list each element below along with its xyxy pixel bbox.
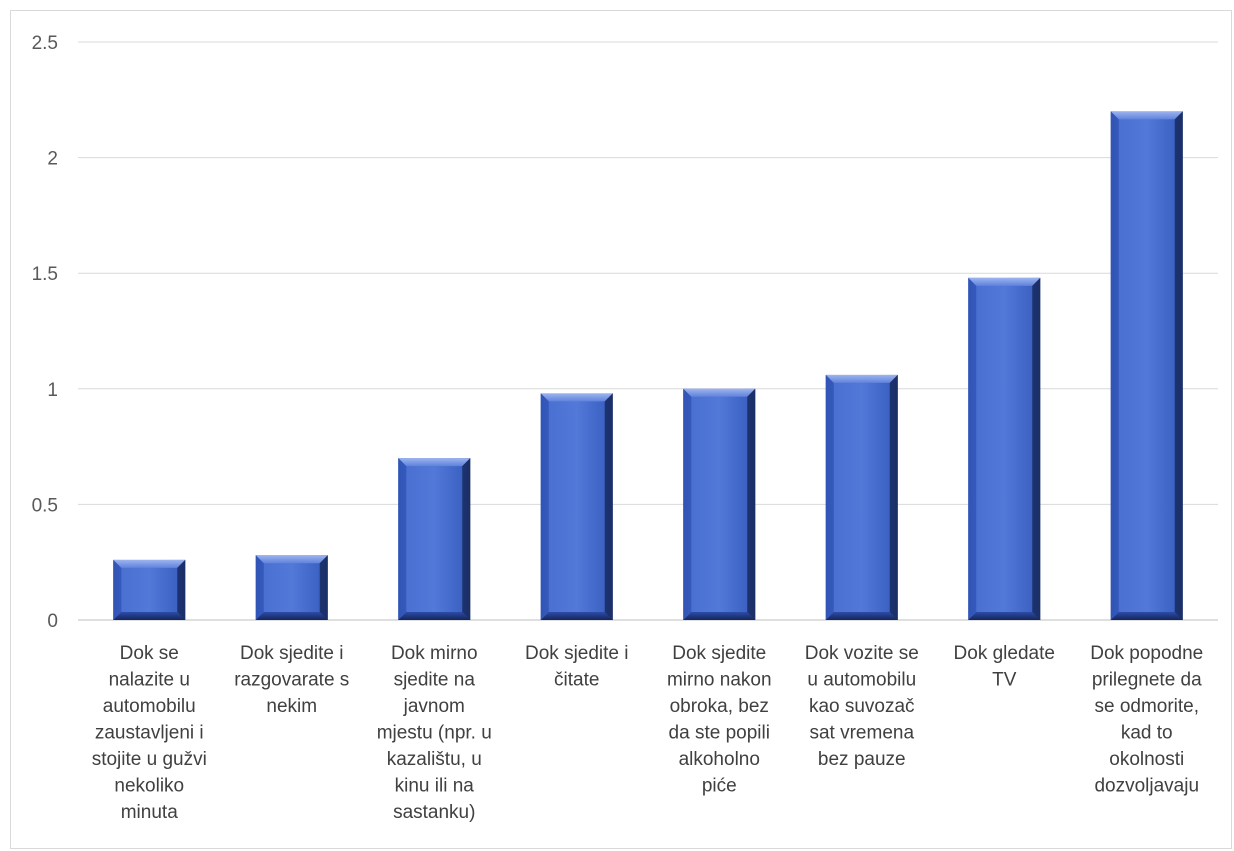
bar-body — [1110, 111, 1183, 621]
bar-top-bevel — [255, 555, 328, 564]
x-category-label: Dok sjedite i čitate — [525, 643, 629, 691]
bar-bottom-bevel — [968, 612, 1041, 620]
y-tick-label: 1 — [47, 380, 58, 401]
bar-top-bevel — [1110, 111, 1183, 120]
bar-body — [825, 374, 898, 620]
bar — [683, 388, 756, 620]
y-tick-label: 2.5 — [32, 33, 58, 54]
y-tick-label: 1.5 — [32, 264, 58, 285]
bar-bottom-bevel — [683, 612, 756, 620]
bar-body — [398, 458, 471, 620]
bar-bottom-bevel — [398, 612, 471, 620]
bar-body — [113, 559, 186, 620]
x-category-label: Dok popodne prilegnete da se odmorite, kad … — [1090, 643, 1203, 797]
bar-body — [255, 555, 328, 620]
bar-bottom-bevel — [113, 612, 186, 620]
x-category-label: Dok sjedite mirno nakon obroka, bez da ste … — [667, 643, 772, 797]
bars — [113, 111, 1183, 621]
bar-top-bevel — [825, 374, 898, 383]
bar — [825, 374, 898, 620]
bar-body — [968, 277, 1041, 620]
bar-top-bevel — [683, 388, 756, 397]
bar-top-bevel — [113, 559, 186, 568]
y-tick-label: 0.5 — [32, 495, 58, 516]
bar-body — [683, 388, 756, 620]
bar — [398, 458, 471, 620]
bar-top-bevel — [540, 393, 613, 402]
bar — [1110, 111, 1183, 621]
bar — [113, 559, 186, 620]
bar-top-bevel — [968, 277, 1041, 286]
x-category-label: Dok sjedite i razgovarate s nekim — [234, 643, 349, 717]
bar — [968, 277, 1041, 620]
bar — [540, 393, 613, 620]
x-category-label: Dok gledate TV — [954, 643, 1055, 691]
x-category-label: Dok se nalazite u automobilu zaustavljeni i… — [92, 643, 207, 823]
x-axis-category-labels: Dok se nalazite u automobilu zaustavljeni i… — [92, 643, 1204, 823]
y-tick-label: 2 — [47, 149, 58, 170]
bar-top-bevel — [398, 458, 471, 467]
gridlines — [78, 41, 1218, 621]
y-tick-label: 0 — [47, 611, 58, 632]
bar-bottom-bevel — [540, 612, 613, 620]
y-axis-tick-labels: 0 0.5 1 1.5 2 2.5 — [32, 33, 58, 632]
bar-bottom-bevel — [825, 612, 898, 620]
bar — [255, 555, 328, 620]
bar-bottom-bevel — [255, 612, 328, 620]
x-category-label: Dok vozite se u automobilu kao suvozač sat … — [805, 643, 919, 770]
bar-bottom-bevel — [1110, 612, 1183, 620]
bar-body — [540, 393, 613, 620]
